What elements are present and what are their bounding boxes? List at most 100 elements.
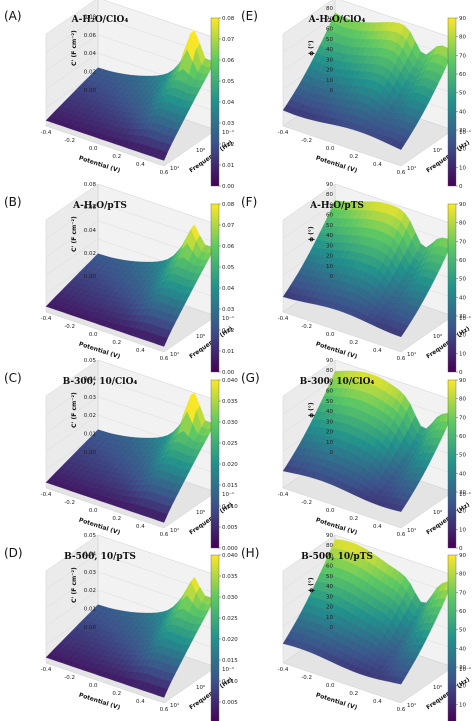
panel-h: (H) B-500, 10/pTS 0 10 20 30 40 50 60 70 80 90 ϕ (°)… — [241, 533, 471, 721]
z-tick-label: 30 — [326, 243, 333, 249]
colorbar-tick-label: 0.035 — [222, 574, 238, 580]
colorbar-tick-label: 0.08 — [222, 202, 235, 208]
colorbar-tick-label: 50 — [459, 628, 466, 634]
x-tick-label: 0.2 — [112, 340, 121, 346]
panel-label: (F) — [241, 195, 257, 209]
x-tick-label: 0.0 — [326, 332, 335, 338]
colorbar-tick-label: 0.00 — [222, 184, 235, 190]
z-tick-label: 0.03 — [84, 570, 97, 576]
grid-line — [45, 239, 99, 276]
panel-title: B-500, 10/pTS — [301, 552, 373, 562]
colorbar — [210, 17, 220, 187]
z-tick-label: 0.08 — [84, 14, 97, 20]
z-tick-label: 0.04 — [84, 551, 97, 557]
colorbar — [447, 203, 457, 373]
x-tick-label: 0.0 — [89, 332, 98, 338]
surface-patch — [395, 141, 405, 150]
colorbar-tick-label: 0.020 — [222, 462, 238, 468]
x-tick-label: 0.6 — [160, 707, 169, 713]
colorbar-tick-label: 60 — [459, 434, 466, 440]
colorbar-tick-label: 0.03 — [222, 121, 235, 127]
colorbar-tick-label: 90 — [459, 16, 466, 22]
z-tick-label: 90 — [326, 0, 333, 2]
z-tick-label: 20 — [326, 254, 333, 260]
z-tick-label: 0.02 — [84, 413, 96, 419]
grid-line — [45, 415, 99, 452]
z-tick-label: 0.04 — [84, 228, 97, 234]
z-axis-label: C' (F cm⁻²) — [71, 392, 78, 428]
z-tick-label: 10 — [326, 264, 333, 270]
grid-line — [45, 53, 99, 90]
panel-label: (H) — [241, 546, 259, 560]
panel-label: (B) — [4, 195, 22, 209]
colorbar-tick-label: 20 — [459, 147, 466, 153]
x-tick-label: 0.2 — [349, 340, 358, 346]
grid-line — [282, 378, 336, 415]
x-tick-label: -0.2 — [301, 138, 312, 144]
z-tick-label: 0.04 — [84, 51, 97, 57]
colorbar-tick-label: 30 — [459, 128, 466, 134]
colorbar-tick-label: 20 — [459, 333, 466, 339]
colorbar-tick-label: 0.040 — [222, 378, 238, 384]
z-tick-label: 0 — [330, 450, 334, 456]
panel-label: (G) — [241, 371, 260, 385]
colorbar-tick-label: 20 — [459, 509, 466, 515]
colorbar-tick-label: 20 — [459, 684, 466, 690]
colorbar-tick-label: 0.01 — [222, 163, 234, 169]
colorbar-tick-label: 0.005 — [222, 700, 238, 706]
x-tick-label: 0.4 — [136, 162, 145, 168]
grid-line — [45, 220, 99, 257]
colorbar-tick-label: 0.05 — [222, 79, 235, 85]
panel-title: B-500, 10/pTS — [64, 552, 136, 562]
surface-patch — [158, 512, 168, 523]
y-tick-label: 10¹ — [407, 165, 416, 172]
colorbar-tick-label: 60 — [459, 258, 466, 264]
colorbar-tick-label: 0.025 — [222, 616, 238, 622]
y-tick-label: 10⁰ — [196, 147, 206, 154]
colorbar-tick-label: 80 — [459, 397, 466, 403]
z-tick-label: 90 — [326, 533, 333, 539]
z-tick-label: 0.05 — [84, 533, 97, 539]
x-tick-label: 0.0 — [326, 683, 335, 689]
colorbar-tick-label: 0.05 — [222, 265, 235, 271]
x-tick-label: 0.0 — [326, 508, 335, 514]
z-tick-label: 0.05 — [84, 358, 97, 364]
colorbar-tick-label: 0.035 — [222, 399, 238, 405]
z-tick-label: 40 — [326, 233, 333, 239]
z-axis-label: ϕ (°) — [308, 577, 315, 593]
x-tick-label: -0.4 — [41, 316, 52, 322]
x-tick-label: -0.2 — [64, 675, 75, 681]
colorbar-tick-label: 50 — [459, 91, 466, 97]
x-tick-label: 0.2 — [349, 154, 358, 160]
y-tick-label: 10¹ — [407, 351, 416, 358]
x-tick-label: -0.2 — [301, 324, 312, 330]
panel-title: A-H₂O/ClO₄ — [308, 15, 366, 25]
x-tick-label: 0.4 — [136, 348, 145, 354]
colorbar-tick-label: 40 — [459, 295, 466, 301]
z-tick-label: 80 — [326, 368, 333, 374]
grid-line — [282, 16, 336, 53]
z-tick-label: 30 — [326, 419, 333, 425]
z-tick-label: 0 — [330, 274, 334, 280]
z-tick-label: 0.00 — [84, 274, 97, 280]
colorbar-tick-label: 0.010 — [222, 504, 238, 510]
z-tick-label: 0.00 — [84, 625, 97, 631]
colorbar-tick-label: 60 — [459, 72, 466, 78]
colorbar-tick-label: 90 — [459, 378, 466, 384]
z-tick-label: 80 — [326, 192, 333, 198]
colorbar-tick-label: 0.025 — [222, 441, 238, 447]
surface-patch — [158, 336, 168, 347]
y-tick-label: 10¹ — [170, 165, 179, 172]
y-tick-label: 10⁰ — [196, 509, 206, 516]
x-tick-label: 0.4 — [373, 699, 382, 705]
x-tick-label: 0.4 — [136, 524, 145, 530]
z-axis-label: ϕ (°) — [308, 402, 315, 418]
z-tick-label: 60 — [326, 389, 333, 395]
colorbar-tick-label: 0.000 — [222, 546, 238, 552]
colorbar-tick-label: 50 — [459, 453, 466, 459]
colorbar — [447, 17, 457, 187]
colorbar-tick-label: 30 — [459, 665, 466, 671]
z-tick-label: 10 — [326, 78, 333, 84]
y-tick-label: 10¹ — [170, 351, 179, 358]
colorbar-tick-label: 70 — [459, 239, 466, 245]
